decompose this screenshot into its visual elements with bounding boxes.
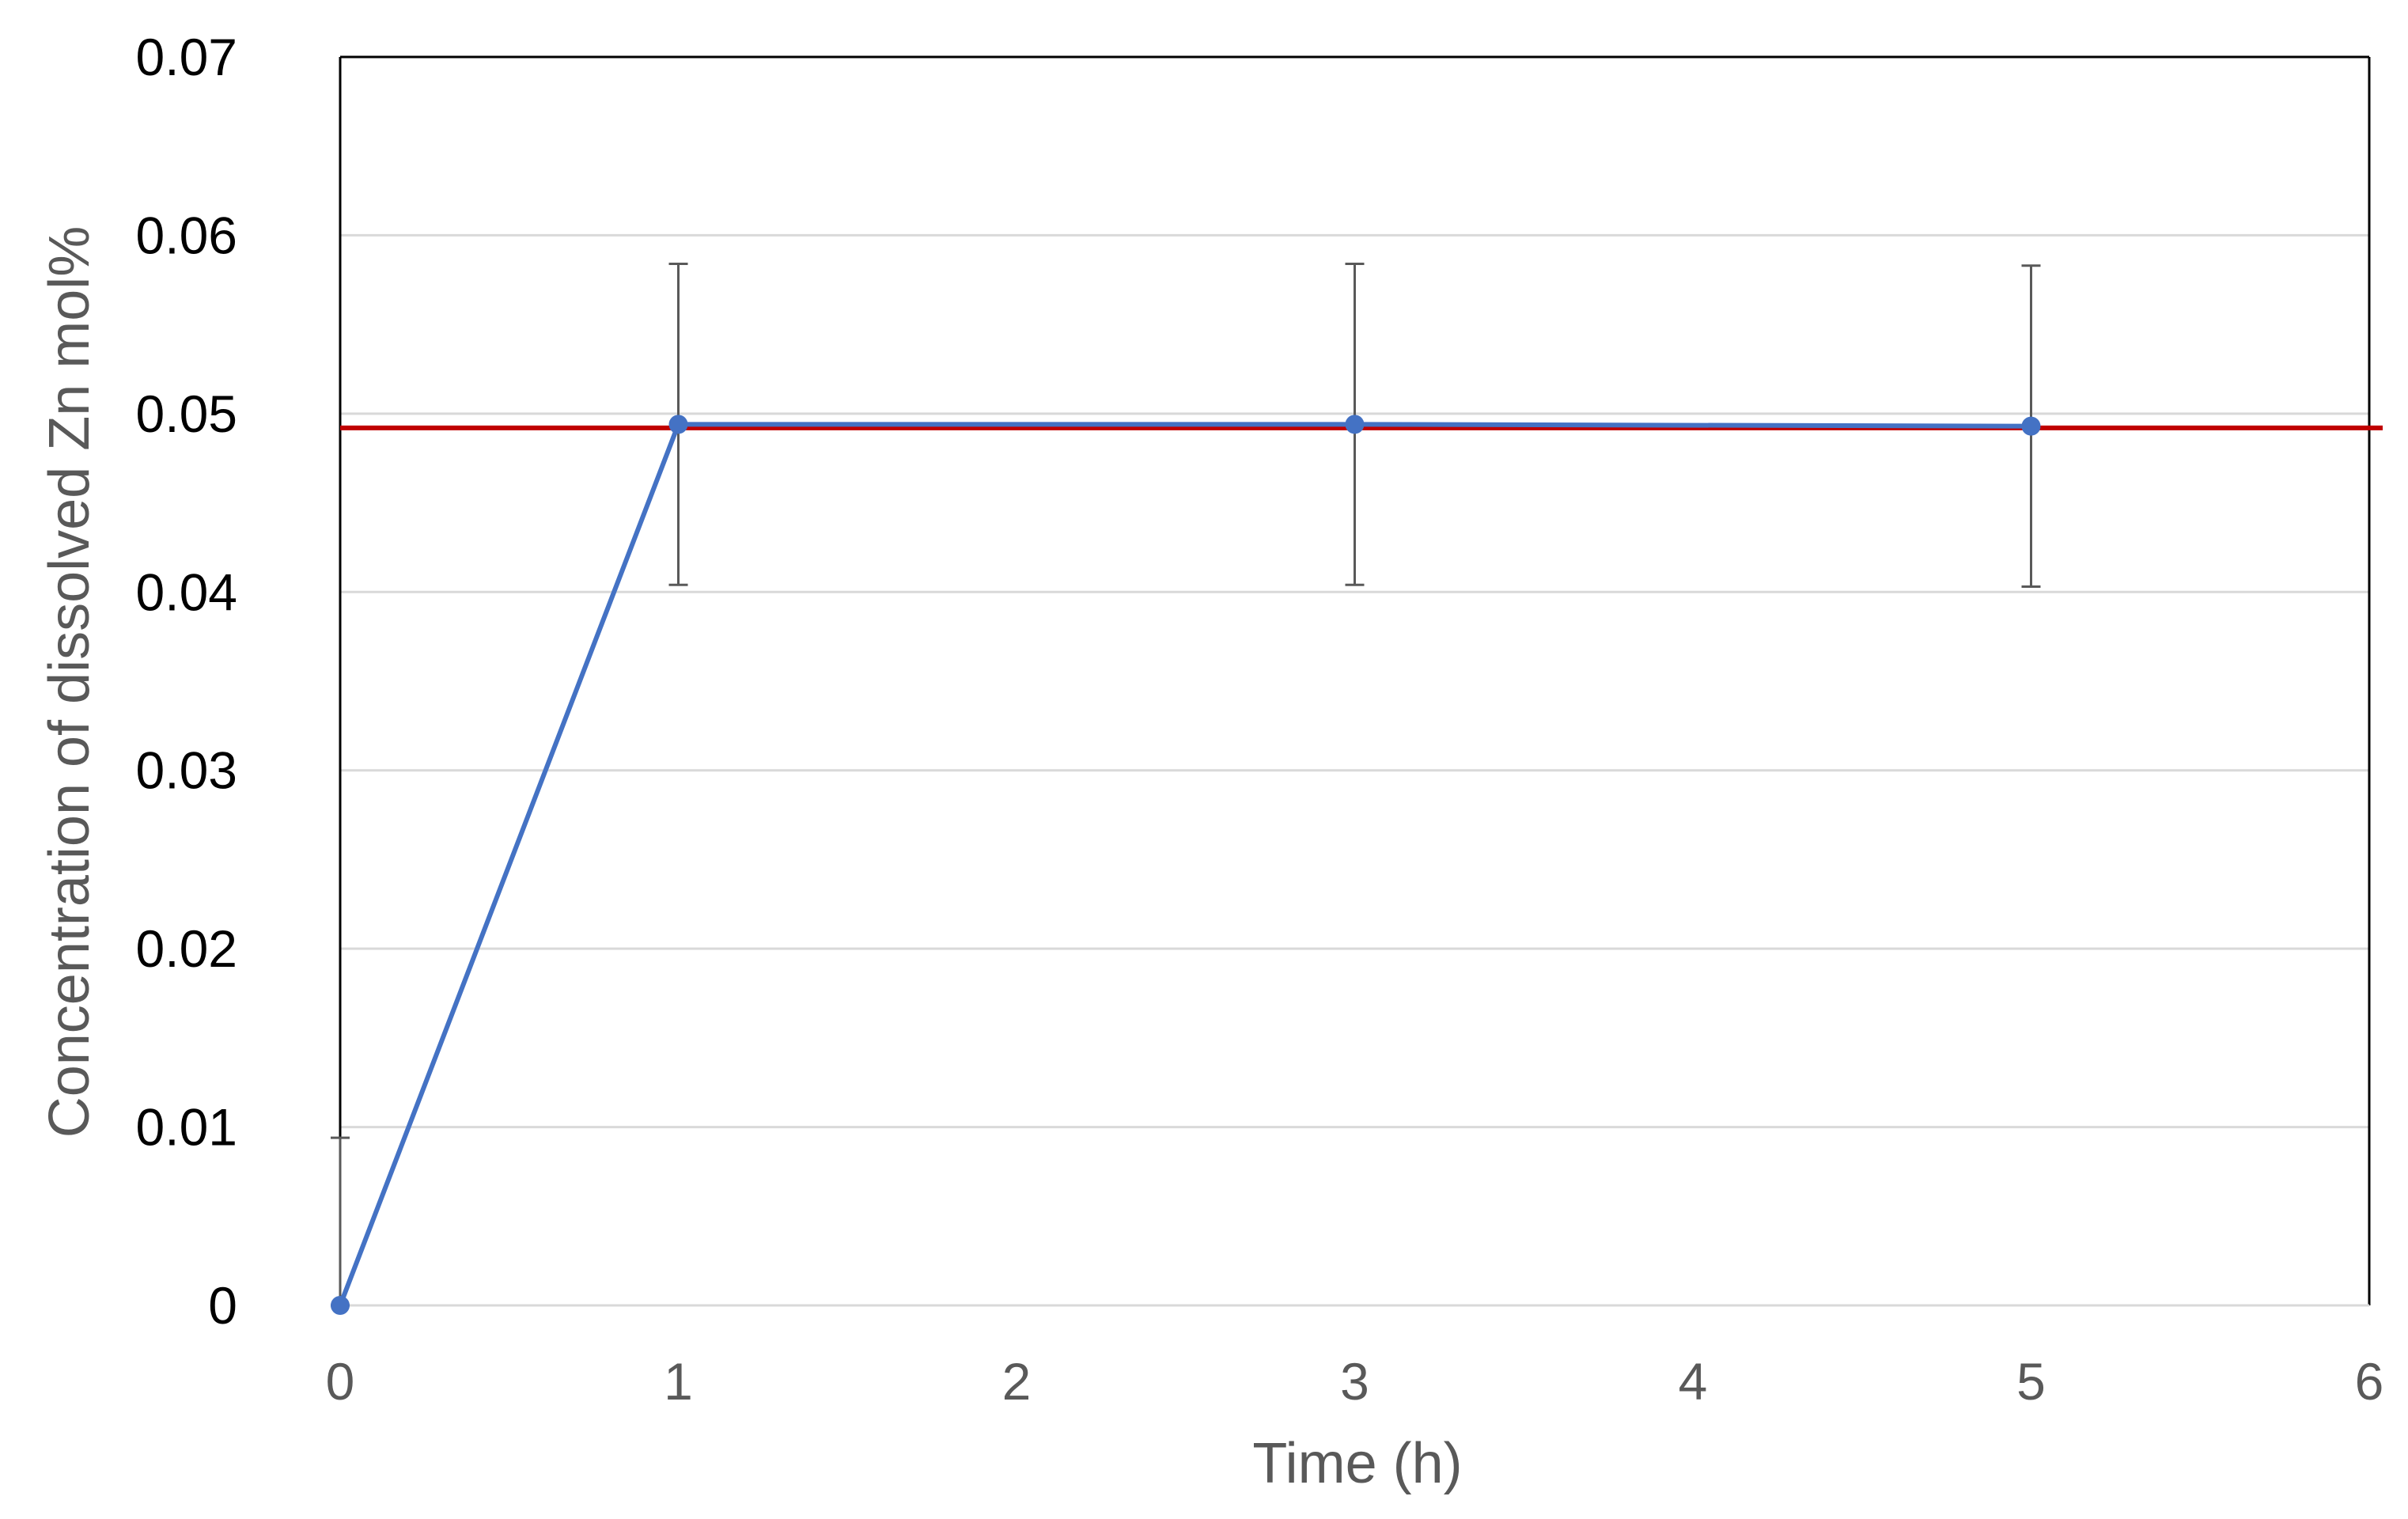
x-tick-label-5: 5 — [2016, 1352, 2046, 1411]
y-tick-label-5: 0.05 — [136, 384, 237, 443]
y-tick-label-6: 0.06 — [136, 206, 237, 264]
x-tick-label-0: 0 — [326, 1352, 355, 1411]
plot-frame — [339, 55, 2371, 1307]
data-point-3 — [2021, 416, 2041, 436]
y-tick-label-3: 0.03 — [136, 741, 237, 800]
data-point-0 — [331, 1296, 350, 1315]
x-tick-label-6: 6 — [2355, 1352, 2384, 1411]
series-line — [338, 422, 2031, 1307]
x-tick-label-3: 3 — [1340, 1352, 1369, 1411]
y-tick-label-0: 0 — [208, 1276, 237, 1335]
error-bars — [331, 262, 2041, 1307]
x-axis-title: Time (h) — [1252, 1432, 1462, 1495]
y-tick-label-7: 0.07 — [136, 28, 237, 86]
y-tick-label-2: 0.02 — [136, 919, 237, 978]
y-tick-labels: 0 0.01 0.02 0.03 0.04 0.05 0.06 0.07 — [136, 28, 237, 1335]
series-line-layer — [338, 422, 2031, 1307]
data-point-1 — [668, 415, 688, 434]
y-tick-label-1: 0.01 — [136, 1098, 237, 1157]
data-points — [331, 415, 2041, 1315]
data-point-2 — [1345, 415, 1365, 434]
y-tick-label-4: 0.04 — [136, 563, 237, 621]
x-tick-label-1: 1 — [664, 1352, 693, 1411]
x-tick-label-2: 2 — [1002, 1352, 1032, 1411]
y-axis-title: Concentration of dissolved Zn mol% — [38, 226, 101, 1138]
x-tick-label-4: 4 — [1679, 1352, 1708, 1411]
x-tick-labels: 0 1 2 3 4 5 6 — [326, 1352, 2384, 1411]
